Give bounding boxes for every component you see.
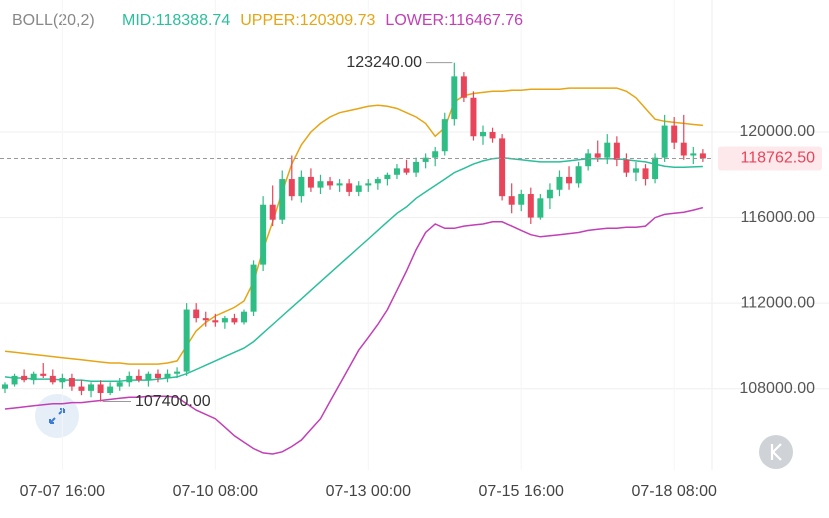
high-annotation: 123240.00: [346, 54, 422, 71]
candle-body: [460, 76, 467, 98]
candle-body: [2, 384, 8, 389]
candle-body: [327, 181, 334, 186]
candle-body: [126, 375, 133, 383]
candle-body: [307, 176, 314, 188]
candle-body: [403, 168, 410, 173]
candle-body: [59, 378, 66, 383]
candle-body: [317, 181, 324, 188]
candle-body: [480, 131, 486, 137]
candle-body: [585, 153, 592, 167]
y-tick-label: 120000.00: [739, 123, 815, 140]
candle-body: [221, 318, 228, 323]
candle-body: [174, 371, 181, 374]
candle-body: [594, 153, 601, 158]
expand-button[interactable]: [35, 394, 79, 438]
x-tick-label: 07-07 16:00: [20, 483, 106, 500]
candle-body: [632, 168, 639, 173]
candle-body: [346, 183, 353, 192]
y-tick-label: 112000.00: [741, 294, 816, 311]
candle-body: [499, 138, 506, 197]
candle-body: [451, 76, 458, 120]
candle-body: [546, 189, 553, 199]
candle-body: [288, 179, 295, 197]
bollinger-line: [4, 87, 703, 365]
x-tick-label: 07-18 08:00: [631, 483, 717, 500]
candle-body: [279, 179, 286, 220]
candle-body: [164, 373, 171, 379]
candle-body: [49, 375, 56, 383]
candle-body: [250, 264, 257, 312]
candle-body: [699, 153, 706, 159]
candle-body: [88, 384, 95, 391]
candle-body: [527, 194, 534, 218]
candle-body: [671, 125, 678, 143]
candle-body: [135, 375, 142, 381]
candle-body: [680, 142, 687, 156]
legend-entry: LOWER:116467.76: [385, 12, 523, 29]
candle-body: [422, 157, 429, 162]
candle-body: [116, 382, 123, 387]
candle-body: [432, 151, 439, 158]
candle-body: [40, 373, 47, 376]
last-price-badge: [718, 146, 822, 171]
x-tick-label: 07-10 08:00: [173, 483, 259, 500]
candle-body: [537, 198, 544, 218]
candle-body: [604, 142, 611, 158]
last-price-label: 118762.50: [741, 150, 816, 167]
legend-entry: MID:118388.74: [122, 12, 230, 29]
candle-body: [193, 309, 200, 319]
low-annotation: 107400.00: [135, 393, 211, 410]
indicator-label: BOLL(20,2): [12, 12, 95, 29]
candle-body: [355, 185, 362, 192]
candle-body: [145, 373, 152, 381]
candle-body: [336, 183, 343, 186]
candle-body: [518, 194, 525, 205]
candle-body: [393, 168, 400, 175]
candle-body: [269, 204, 276, 220]
x-tick-label: 07-13 00:00: [326, 483, 412, 500]
kline-toggle-button[interactable]: [759, 435, 793, 469]
candle-body: [384, 174, 391, 180]
candle-body: [107, 386, 114, 393]
candle-body: [690, 153, 697, 156]
candle-body: [212, 320, 219, 323]
candle-body: [68, 378, 75, 387]
candle-body: [298, 176, 305, 197]
bollinger-line: [4, 206, 704, 455]
candle-body: [78, 386, 85, 391]
candle-body: [30, 373, 37, 381]
legend-entry: UPPER:120309.73: [240, 12, 375, 29]
candle-body: [21, 375, 28, 381]
candle-body: [652, 157, 659, 180]
x-tick-label: 07-15 16:00: [479, 483, 565, 500]
candle-body: [470, 97, 477, 137]
candle-body: [566, 176, 573, 184]
candle-body: [508, 196, 515, 205]
y-tick-label: 108000.00: [739, 380, 815, 397]
candle-body: [374, 179, 381, 184]
candle-body: [489, 131, 496, 139]
candle-body: [556, 176, 563, 190]
candle-body: [661, 125, 668, 158]
candle-body: [154, 373, 161, 379]
candle-body: [613, 142, 620, 160]
candle-body: [365, 183, 372, 186]
candle-body: [97, 384, 104, 393]
candle-body: [575, 166, 582, 184]
candle-body: [241, 311, 247, 323]
candle-body: [441, 119, 448, 152]
candle-body: [260, 204, 267, 265]
y-tick-label: 116000.00: [741, 209, 816, 226]
candle-body: [623, 159, 630, 173]
candle-body: [642, 168, 649, 180]
candle-body: [413, 161, 420, 173]
candle-body: [11, 375, 18, 385]
candle-body: [183, 309, 190, 372]
candle-body: [231, 318, 238, 323]
candle-body: [202, 318, 209, 321]
